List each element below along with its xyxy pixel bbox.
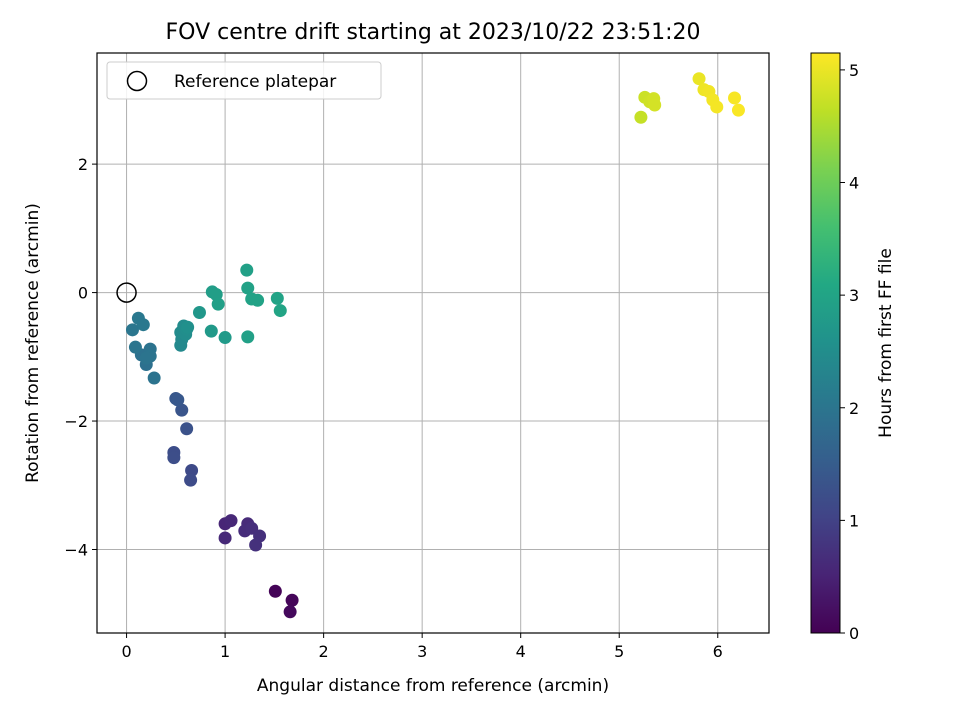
data-point <box>211 297 225 311</box>
y-tick-label: 0 <box>78 284 88 303</box>
colorbar: 0 1 2 3 4 5 Hours from first FF file <box>810 52 896 643</box>
legend-box <box>106 61 382 100</box>
data-point <box>731 103 745 117</box>
grid-lines <box>97 53 769 633</box>
colorbar-tick-label: 4 <box>849 174 859 193</box>
data-point <box>192 305 206 319</box>
data-point <box>209 288 223 302</box>
y-tick-label: −2 <box>64 412 88 431</box>
data-point <box>180 422 194 436</box>
data-point <box>175 403 189 417</box>
data-point <box>204 324 218 338</box>
data-point <box>241 330 255 344</box>
colorbar-tick-label: 1 <box>849 511 859 530</box>
data-point <box>240 263 254 277</box>
colorbar-label: Hours from first FF file <box>876 248 896 438</box>
data-point <box>224 514 238 528</box>
data-point <box>181 320 195 334</box>
data-point <box>710 100 724 114</box>
data-point <box>270 291 284 305</box>
x-tick-label: 3 <box>417 642 427 661</box>
y-tick-label: 2 <box>78 155 88 174</box>
data-point <box>692 72 706 86</box>
x-axis-label: Angular distance from reference (arcmin) <box>257 676 609 696</box>
data-point <box>136 318 150 332</box>
plot-frame <box>96 52 770 634</box>
reference-platepar-marker <box>116 282 137 303</box>
data-point <box>125 323 139 337</box>
x-tick-label: 0 <box>121 642 131 661</box>
legend-label: Reference platepar <box>174 72 336 92</box>
colorbar-tick-label: 0 <box>849 624 859 643</box>
data-point <box>634 110 648 124</box>
data-point <box>139 351 153 365</box>
data-point <box>128 340 142 354</box>
data-point <box>251 293 265 307</box>
reference-marker-group <box>116 282 137 303</box>
data-point <box>273 304 287 318</box>
legend: Reference platepar <box>106 61 382 100</box>
data-point <box>728 91 742 105</box>
data-point <box>241 281 255 295</box>
data-point <box>185 463 199 477</box>
data-point <box>218 531 232 545</box>
colorbar-ticks: 0 1 2 3 4 5 <box>840 61 859 643</box>
x-tick-label: 1 <box>220 642 230 661</box>
legend-marker-icon <box>126 70 148 92</box>
colorbar-tick-label: 3 <box>849 286 859 305</box>
x-tick-label: 2 <box>319 642 329 661</box>
data-point <box>218 331 232 345</box>
scatter-points <box>125 72 745 619</box>
y-tick-label: −4 <box>64 541 88 560</box>
data-point <box>249 538 263 552</box>
data-point <box>283 605 297 619</box>
x-tick-label: 4 <box>516 642 526 661</box>
x-tick-label: 5 <box>614 642 624 661</box>
y-axis-label: Rotation from reference (arcmin) <box>23 203 43 483</box>
data-point <box>171 393 185 407</box>
colorbar-tick-label: 2 <box>849 399 859 418</box>
data-point <box>147 371 161 385</box>
y-axis-ticks: −4 −2 0 2 <box>64 155 97 560</box>
colorbar-tick-label: 5 <box>849 61 859 80</box>
data-point <box>268 584 282 598</box>
x-axis-ticks: 0 1 2 3 4 5 6 <box>121 633 723 661</box>
data-point <box>285 593 299 607</box>
data-point <box>167 451 181 465</box>
x-tick-label: 6 <box>713 642 723 661</box>
data-point <box>184 473 198 487</box>
data-point <box>648 98 662 112</box>
chart-title: FOV centre drift starting at 2023/10/22 … <box>166 20 701 45</box>
colorbar-gradient <box>810 52 841 634</box>
